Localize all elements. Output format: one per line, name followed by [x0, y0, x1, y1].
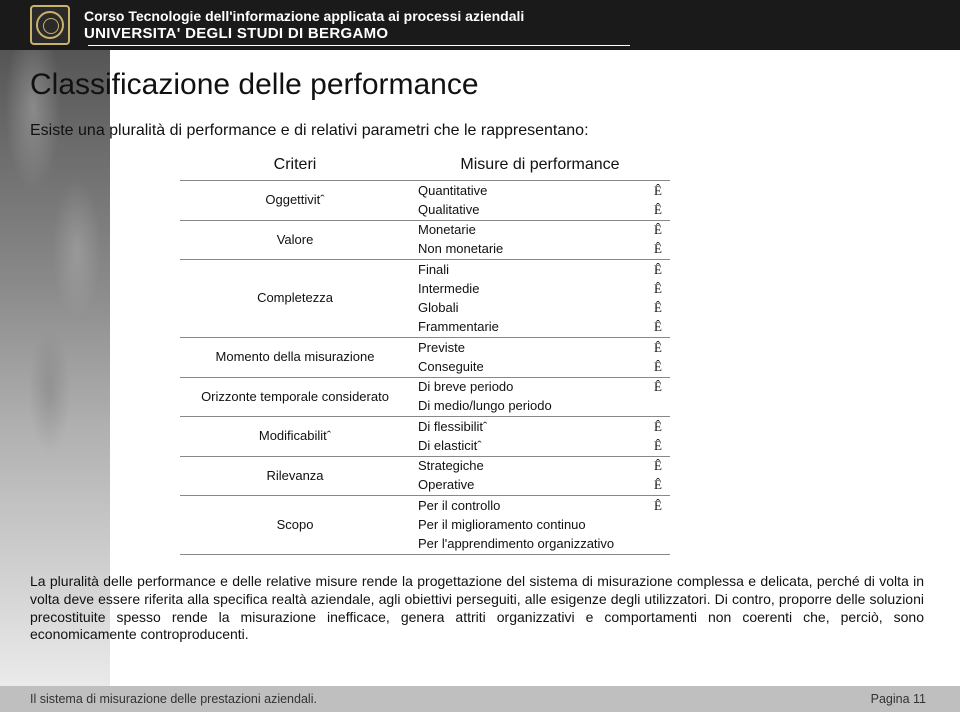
table-row-criterio: Momento della misurazione: [180, 338, 410, 378]
table-row-mark: Ê: [646, 338, 670, 358]
table-row-mark: Ê: [646, 220, 670, 240]
header-underline: [88, 45, 630, 46]
university-name: UNIVERSITA' DEGLI STUDI DI BERGAMO: [84, 25, 524, 42]
university-seal-icon: [30, 5, 70, 45]
table-row-misura: Non monetarie: [410, 240, 646, 260]
table-row-mark: Ê: [646, 436, 670, 456]
table-row-criterio: Rilevanza: [180, 456, 410, 496]
table-row-misura: Per il miglioramento continuo: [410, 515, 646, 534]
course-title: Corso Tecnologie dell'informazione appli…: [84, 8, 524, 24]
table-row-mark: [646, 535, 670, 555]
table-row-misura: Per l'apprendimento organizzativo: [410, 535, 646, 555]
table-row-mark: Ê: [646, 260, 670, 280]
table-row-mark: Ê: [646, 318, 670, 338]
table-row-misura: Di breve periodo: [410, 377, 646, 397]
table-row-criterio: Valore: [180, 220, 410, 260]
content-area: Classificazione delle performance Esiste…: [30, 50, 924, 644]
performance-table: Criteri Misure di performance Oggettivit…: [180, 152, 670, 555]
table-row-misura: Strategiche: [410, 456, 646, 476]
table-row-misura: Monetarie: [410, 220, 646, 240]
table-row-misura: Frammentarie: [410, 318, 646, 338]
header-text: Corso Tecnologie dell'informazione appli…: [84, 8, 524, 42]
table-row-mark: Ê: [646, 377, 670, 397]
table-row-mark: Ê: [646, 496, 670, 516]
footer-left: Il sistema di misurazione delle prestazi…: [30, 692, 317, 706]
table-row-mark: Ê: [646, 456, 670, 476]
table-row-mark: [646, 397, 670, 417]
table-row-criterio: Completezza: [180, 260, 410, 338]
table-row-misura: Globali: [410, 299, 646, 318]
table-row-mark: Ê: [646, 200, 670, 220]
table-row-mark: [646, 515, 670, 534]
table-row-mark: Ê: [646, 357, 670, 377]
table-row-mark: Ê: [646, 417, 670, 437]
col-header-criteri: Criteri: [180, 152, 410, 181]
intro-text: Esiste una pluralità di performance e di…: [30, 122, 924, 140]
table-row-criterio: Modificabilitˆ: [180, 417, 410, 457]
table-row-misura: Finali: [410, 260, 646, 280]
footer-page: Pagina 11: [871, 692, 926, 706]
table-row-misura: Previste: [410, 338, 646, 358]
header-bar: Corso Tecnologie dell'informazione appli…: [0, 0, 960, 50]
table-row-misura: Quantitative: [410, 181, 646, 201]
table-row-misura: Conseguite: [410, 357, 646, 377]
page-title: Classificazione delle performance: [30, 68, 924, 102]
table-row-mark: Ê: [646, 279, 670, 298]
table-row-misura: Di elasticitˆ: [410, 436, 646, 456]
table-row-mark: Ê: [646, 299, 670, 318]
table-row-mark: Ê: [646, 181, 670, 201]
footer-bar: Il sistema di misurazione delle prestazi…: [0, 686, 960, 712]
table-row-mark: Ê: [646, 476, 670, 496]
table-row-criterio: Scopo: [180, 496, 410, 555]
table-row-criterio: Oggettivitˆ: [180, 181, 410, 221]
table-row-misura: Qualitative: [410, 200, 646, 220]
table-row-misura: Di flessibilitˆ: [410, 417, 646, 437]
table-row-misura: Di medio/lungo periodo: [410, 397, 646, 417]
table-row-mark: Ê: [646, 240, 670, 260]
col-header-misure: Misure di performance: [410, 152, 670, 181]
body-paragraph: La pluralità delle performance e delle r…: [30, 573, 924, 645]
table-row-misura: Operative: [410, 476, 646, 496]
table-row-misura: Intermedie: [410, 279, 646, 298]
table-row-criterio: Orizzonte temporale considerato: [180, 377, 410, 417]
table-row-misura: Per il controllo: [410, 496, 646, 516]
